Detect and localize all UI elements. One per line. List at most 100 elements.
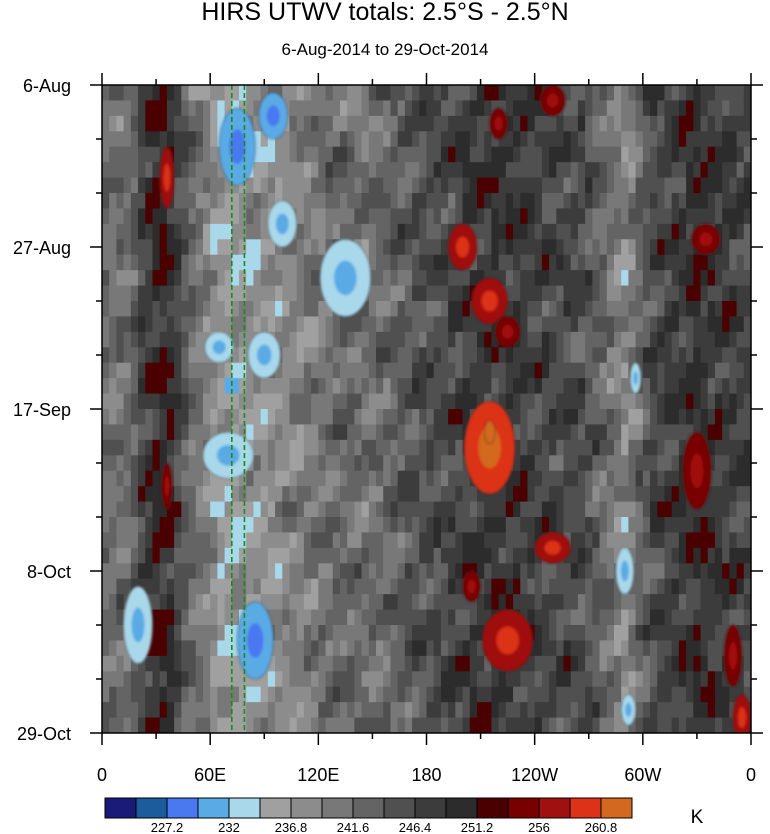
field-cell [556, 362, 565, 379]
field-cell [491, 146, 500, 163]
field-cell [484, 655, 492, 672]
field-cell [613, 177, 622, 194]
field-cell [613, 347, 622, 364]
field-cell [202, 301, 211, 318]
field-cell [686, 301, 694, 318]
field-cell [455, 625, 464, 642]
field-cell [253, 131, 262, 148]
field-cell [138, 239, 146, 256]
field-cell [217, 162, 226, 179]
field-cell [577, 578, 586, 595]
field-cell [599, 424, 608, 441]
field-cell [260, 223, 269, 240]
field-cell [606, 424, 615, 441]
field-cell [152, 162, 161, 179]
field-cell [404, 362, 413, 379]
field-cell [318, 301, 327, 318]
field-cell [549, 131, 557, 148]
field-cell [383, 254, 392, 271]
field-cell [585, 563, 593, 580]
field-cell [657, 671, 666, 688]
field-cell [520, 316, 529, 333]
field-cell [404, 517, 413, 534]
field-cell [534, 362, 543, 379]
field-cell [686, 270, 694, 287]
field-cell [513, 424, 521, 441]
field-cell [678, 177, 687, 194]
field-cell [592, 532, 601, 549]
field-cell [707, 609, 716, 626]
field-cell [332, 625, 341, 642]
field-cell [181, 301, 190, 318]
field-cell [491, 223, 500, 240]
field-cell [628, 578, 637, 595]
field-cell [650, 594, 658, 611]
field-cell [671, 393, 680, 410]
field-cell [116, 393, 125, 410]
field-cell [239, 702, 247, 719]
field-cell [152, 131, 161, 148]
field-cell [693, 717, 702, 733]
field-cell [642, 594, 651, 611]
field-cell [678, 115, 687, 132]
field-cell [426, 439, 435, 456]
field-cell [556, 594, 565, 611]
field-cell [448, 378, 456, 395]
field-cell [743, 486, 751, 503]
field-cell [339, 347, 348, 364]
field-cell [505, 301, 514, 318]
field-cell [505, 470, 514, 487]
field-cell [484, 517, 492, 534]
field-cell [534, 409, 543, 426]
field-cell [520, 270, 529, 287]
field-cell [210, 702, 218, 719]
field-cell [361, 131, 370, 148]
field-cell [152, 347, 161, 364]
field-cell [599, 470, 608, 487]
field-cell [246, 671, 255, 688]
field-cell [130, 655, 139, 672]
field-cell [448, 85, 456, 102]
field-cell [368, 254, 377, 271]
field-cell [318, 439, 327, 456]
field-cell [303, 594, 312, 611]
field-cell [159, 285, 168, 302]
field-cell [563, 486, 572, 503]
field-cell [368, 717, 377, 733]
field-cell [678, 362, 687, 379]
field-cell [686, 594, 694, 611]
field-cell [181, 316, 190, 333]
field-cell [368, 686, 377, 703]
field-cell [404, 439, 413, 456]
field-cell [217, 686, 226, 703]
field-cell [102, 655, 110, 672]
field-cell [303, 347, 312, 364]
field-cell [635, 594, 644, 611]
field-cell [166, 671, 175, 688]
field-cell [217, 486, 226, 503]
field-cell [671, 177, 680, 194]
field-cell [404, 85, 413, 102]
field-cell [195, 378, 204, 395]
field-cell [181, 439, 190, 456]
field-cell [181, 594, 190, 611]
field-cell [275, 316, 283, 333]
field-cell [231, 177, 240, 194]
field-cell [311, 532, 319, 549]
field-cell [585, 578, 593, 595]
field-cell [318, 578, 327, 595]
field-cell [311, 686, 319, 703]
field-cell [448, 547, 456, 564]
field-cell [722, 609, 730, 626]
field-cell [743, 547, 751, 564]
field-cell [347, 686, 355, 703]
field-cell [246, 532, 255, 549]
field-cell [440, 208, 449, 225]
field-cell [743, 254, 751, 271]
field-cell [592, 486, 601, 503]
field-cell [513, 578, 521, 595]
field-cell [563, 671, 572, 688]
field-cell [390, 501, 399, 518]
field-cell [585, 439, 593, 456]
field-cell [433, 686, 442, 703]
